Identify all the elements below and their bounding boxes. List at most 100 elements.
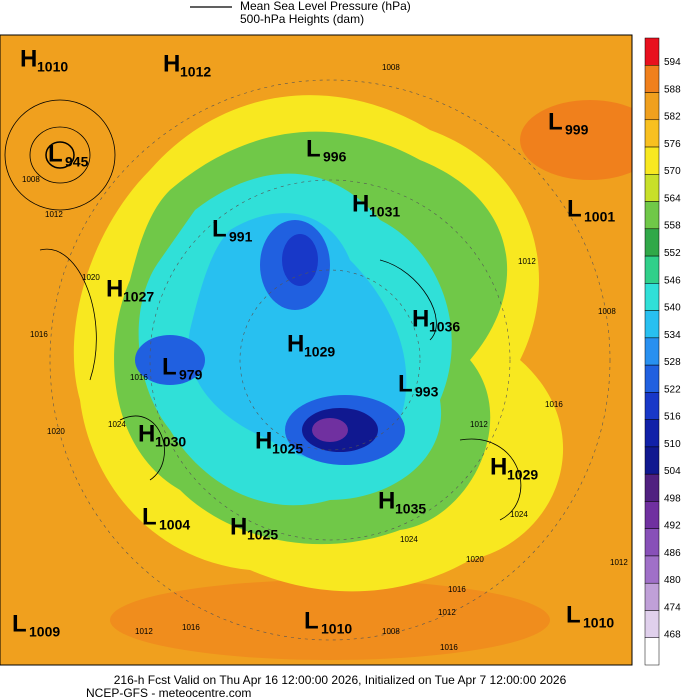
center-value: 1009 [29,624,60,640]
colorbar-cell [644,37,660,66]
center-letter: L [306,135,321,162]
map-frame [0,34,633,666]
contour-label: 1016 [130,373,148,382]
center-value: 1031 [369,204,400,220]
colorbar-cell [644,473,660,502]
footer-text: 216-h Fcst Valid on Thu Apr 16 12:00:00 … [114,673,567,687]
center-value: 1029 [304,344,335,360]
colorbar-tick-label: 516 [664,412,681,423]
center-letter: L [566,601,581,628]
center-letter: L [162,353,177,380]
center-letter: H [138,420,155,447]
center-value: 996 [323,149,347,165]
contour-label: 1008 [22,175,40,184]
colorbar-tick-label: 492 [664,521,681,532]
colorbar-cell [644,364,660,393]
colorbar-tick-label: 522 [664,384,681,395]
contour-label: 1016 [440,643,458,652]
colorbar-tick-label: 558 [664,221,681,232]
center-letter: H [378,487,395,514]
center-value: 1025 [247,527,278,543]
center-value: 1035 [395,501,426,517]
center-value: 991 [229,229,253,245]
colorbar-tick-label: 564 [664,193,681,204]
contour-label: 1024 [510,510,528,519]
colorbar-cell [644,610,660,638]
center-letter: H [163,50,180,77]
legend-item: 500-hPa Heights (dam) [240,12,364,26]
colorbar-tick-label: 498 [664,493,681,504]
colorbar-cell [644,201,660,230]
contour-label: 1012 [470,420,488,429]
contour-label: 1012 [438,608,456,617]
colorbar-tick-label: 546 [664,275,681,286]
contour-label: 1012 [135,627,153,636]
colorbar-cell [644,119,660,148]
colorbar-tick-label: 510 [664,439,681,450]
center-value: 1029 [507,467,538,483]
center-letter: L [304,607,319,634]
colorbar-tick-label: 468 [664,630,681,641]
colorbar-tick-label: 504 [664,466,681,477]
contour-label: 1008 [382,63,400,72]
contour-label: 1016 [545,400,563,409]
center-value: 1012 [180,64,211,80]
map-field [0,35,632,665]
center-value: 1010 [37,59,68,75]
center-value: 1036 [429,319,460,335]
colorbar-cell [644,582,660,611]
center-letter: H [20,45,37,72]
center-letter: L [548,108,563,135]
contour-label: 1008 [598,307,616,316]
contour-label: 1020 [47,427,65,436]
center-value: 993 [415,384,439,400]
contour-label: 1016 [182,623,200,632]
center-value: 1001 [584,209,615,225]
center-value: 979 [179,367,203,383]
contour-label: 1024 [400,535,418,544]
center-letter: H [412,305,429,332]
colorbar-cell [644,92,660,121]
contour-label: 1020 [466,555,484,564]
contour-label: 1012 [45,210,63,219]
colorbar-cell [644,637,660,666]
center-letter: H [287,330,304,357]
center-letter: L [48,140,63,167]
colorbar-cell [644,310,660,339]
colorbar-cell [644,419,660,448]
center-letter: L [567,195,582,222]
contour-label: 1016 [30,330,48,339]
colorbar-cell [644,501,660,529]
colorbar-cell [644,228,660,257]
center-letter: L [142,503,157,530]
colorbar-tick-label: 582 [664,112,681,123]
colorbar-tick-label: 552 [664,248,681,259]
center-value: 1010 [583,615,614,631]
colorbar-cell [644,392,660,420]
center-value: 1027 [123,289,154,305]
colorbar-cell [644,146,660,175]
center-letter: L [398,370,413,397]
footer-text: NCEP-GFS - meteocentre.com [86,686,251,700]
center-value: 1030 [155,434,186,450]
contour-label: 1016 [448,585,466,594]
colorbar-cell [644,446,660,475]
contour-label: 1020 [82,273,100,282]
center-value: 999 [565,122,589,138]
colorbar-cell [644,555,660,584]
center-value: 1025 [272,441,303,457]
center-letter: H [352,190,369,217]
colorbar-tick-label: 486 [664,548,681,559]
colorbar-cell [644,337,660,366]
colorbar-tick-label: 540 [664,303,681,314]
contour-label: 1012 [610,558,628,567]
colorbar-cell [644,283,660,311]
center-value: 1010 [321,621,352,637]
contour-label: 1008 [382,627,400,636]
contour-label: 1012 [518,257,536,266]
colorbar-tick-label: 588 [664,84,681,95]
colorbar-tick-label: 474 [664,602,681,613]
center-value: 945 [65,154,89,170]
colorbar-tick-label: 534 [664,330,681,341]
